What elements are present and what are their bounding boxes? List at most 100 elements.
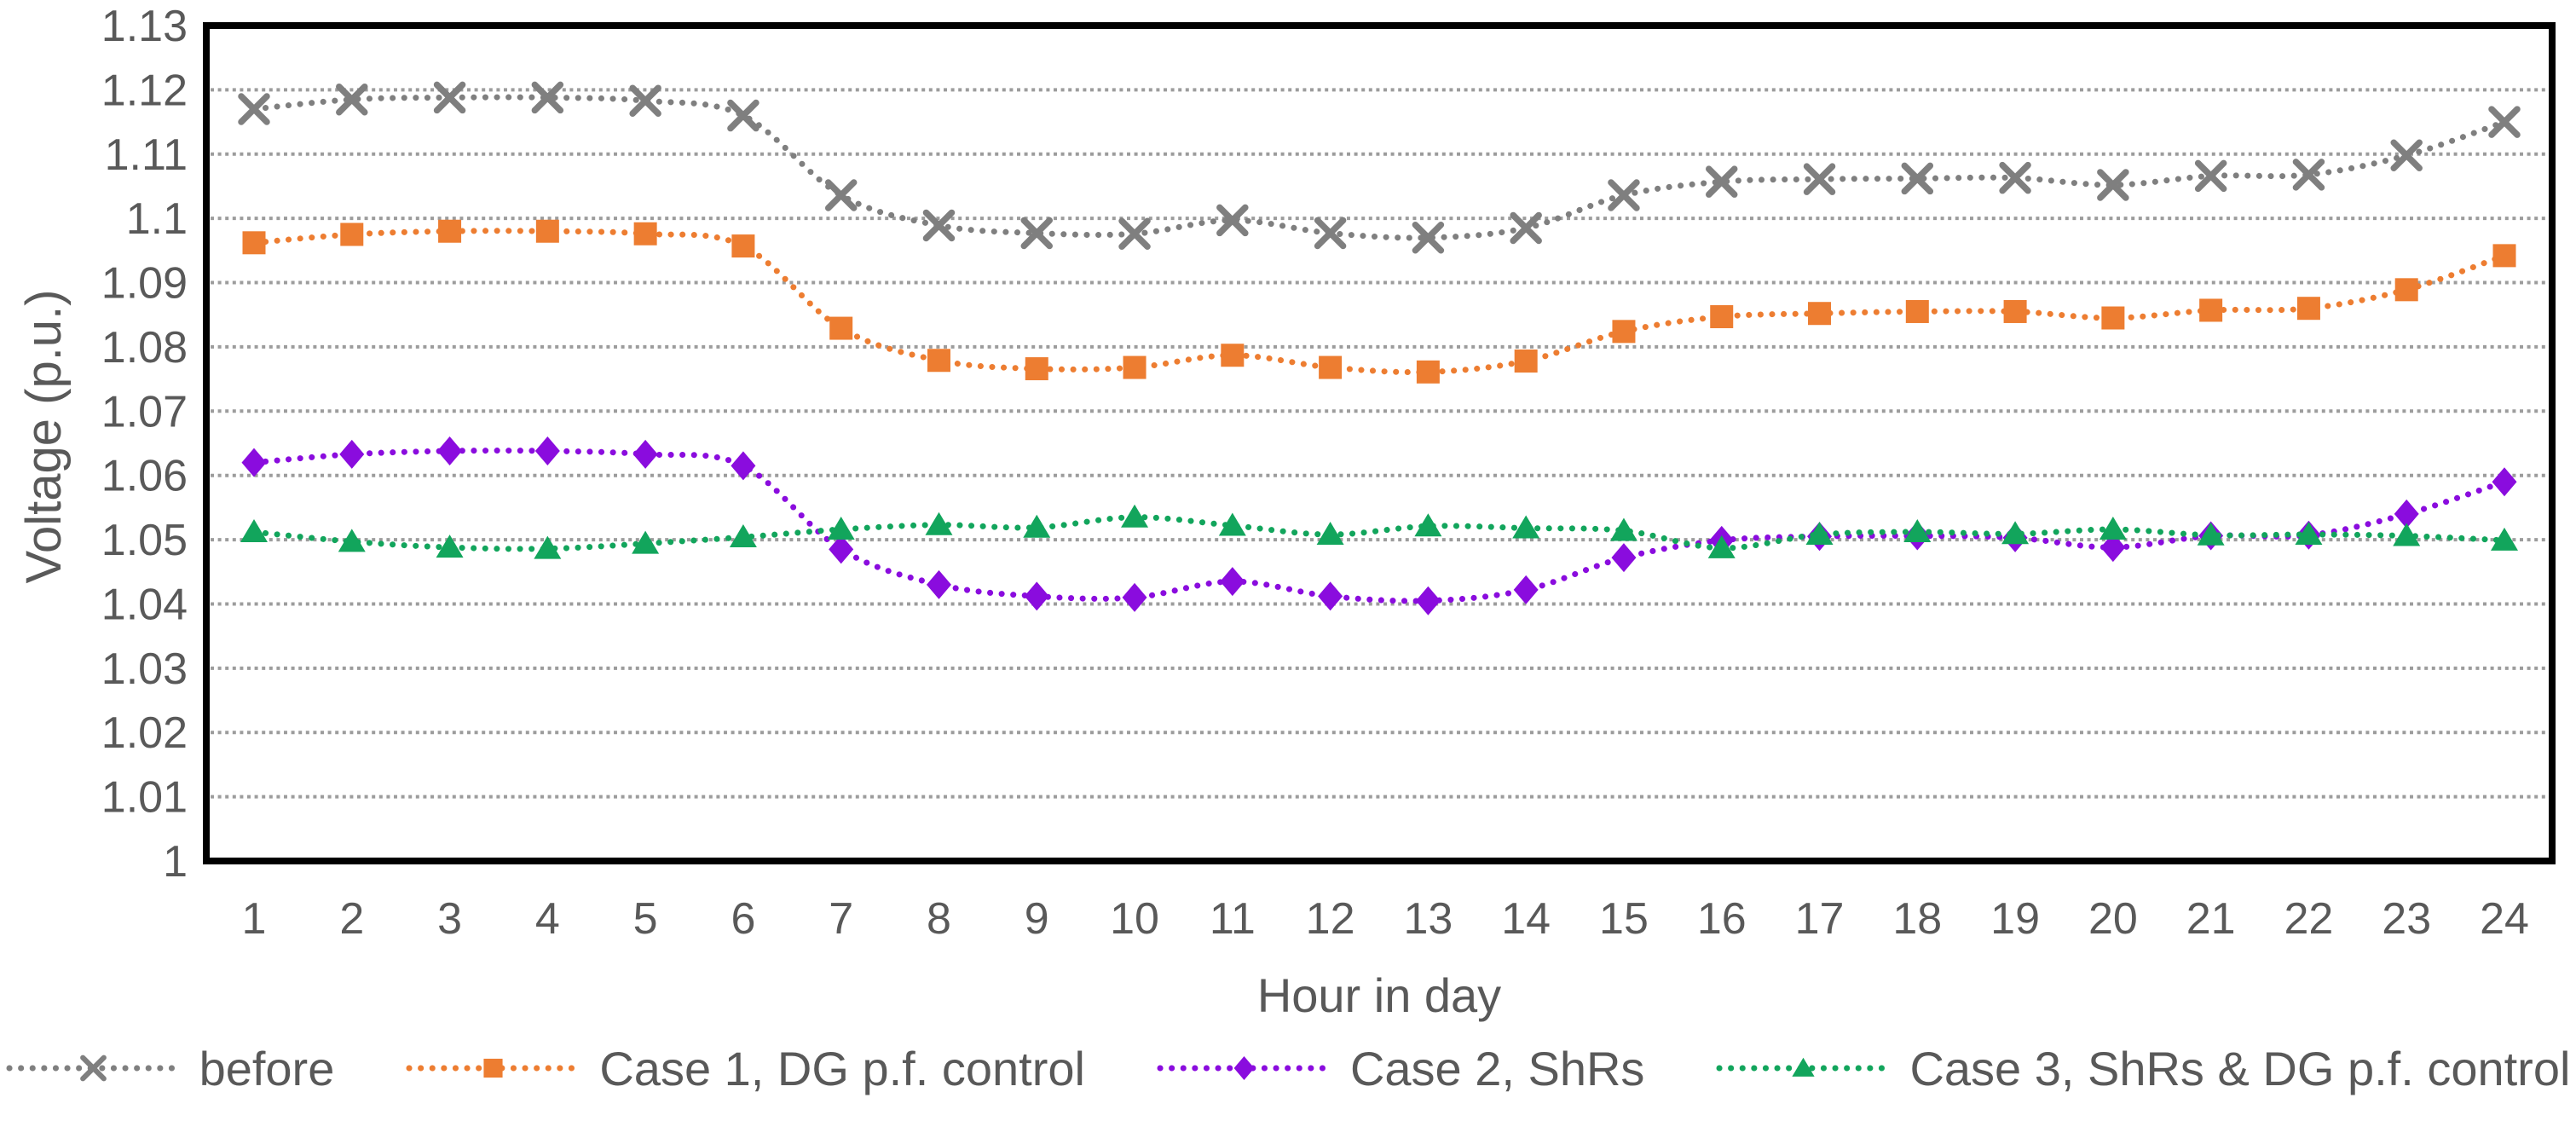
marker-case-3-shrs-dg-p-f-control-h7 <box>827 517 855 540</box>
legend-label-case1: Case 1, DG p.f. control <box>599 1041 1085 1095</box>
marker-case-3-shrs-dg-p-f-control-h15 <box>1609 517 1637 541</box>
marker-before-h1 <box>238 93 270 125</box>
y-tick-label-1.08: 1.08 <box>101 323 188 373</box>
marker-case-3-shrs-dg-p-f-control-h23 <box>2393 523 2421 546</box>
x-tick-label-12: 12 <box>1306 894 1355 944</box>
legend-item-case3: Case 3, ShRs & DG p.f. control <box>1716 1041 2570 1096</box>
marker-case-3-shrs-dg-p-f-control-h14 <box>1512 515 1540 539</box>
marker-before-h22 <box>2292 159 2325 191</box>
marker-before-h12 <box>1314 217 1347 250</box>
y-tick-label-1.04: 1.04 <box>101 580 188 629</box>
marker-before-h4 <box>531 81 564 114</box>
y-tick-label-1.12: 1.12 <box>101 66 188 115</box>
marker-case-1-dg-p-f-control-h14 <box>1514 350 1538 373</box>
x-tick-label-21: 21 <box>2186 894 2236 944</box>
x-tick-label-14: 14 <box>1501 894 1551 944</box>
x-tick-label-13: 13 <box>1403 894 1453 944</box>
marker-before-h21 <box>2194 159 2227 193</box>
x-tick-label-17: 17 <box>1795 894 1845 944</box>
marker-case-2-shrs-h20 <box>2100 533 2126 563</box>
x-tick-label-24: 24 <box>2480 894 2529 944</box>
x-tick-label-10: 10 <box>1110 894 1159 944</box>
marker-case-2-shrs-h23 <box>2394 499 2419 529</box>
marker-before-h20 <box>2097 169 2129 201</box>
marker-case-3-shrs-dg-p-f-control-h5 <box>632 530 660 554</box>
x-axis-title: Hour in day <box>1256 968 1502 1022</box>
legend: before Case 1, DG p.f. control Case 2, S… <box>0 1030 2576 1107</box>
marker-case-1-dg-p-f-control-h13 <box>1416 360 1440 384</box>
marker-case-1-dg-p-f-control-h6 <box>731 234 755 258</box>
marker-case-1-dg-p-f-control-h15 <box>1612 320 1636 344</box>
marker-case-3-shrs-dg-p-f-control-h20 <box>2099 517 2127 540</box>
series-markers-case-2-shrs <box>241 436 2517 615</box>
y-tick-label-1.01: 1.01 <box>101 773 188 823</box>
marker-case-2-shrs-h14 <box>1513 575 1539 604</box>
marker-case-2-shrs-h8 <box>926 569 951 599</box>
x-tick-label-6: 6 <box>731 894 755 944</box>
series-line-case-3-shrs-dg-p-f-control <box>251 514 2508 552</box>
y-tick-label-1.09: 1.09 <box>101 259 188 309</box>
y-tick-label-1.03: 1.03 <box>101 644 188 694</box>
marker-before-h8 <box>922 209 956 242</box>
marker-case-2-shrs-h15 <box>1611 543 1637 573</box>
legend-marker-case3-icon <box>1716 1049 1891 1087</box>
series-markers-case-3-shrs-dg-p-f-control <box>240 504 2518 559</box>
marker-before-h17 <box>1803 163 1836 195</box>
y-tick-label-1.1: 1.1 <box>126 194 188 244</box>
marker-case-1-dg-p-f-control-h24 <box>2492 244 2516 268</box>
series-case-1-dg-p-f-control <box>242 219 2516 384</box>
marker-case-2-shrs-h1 <box>241 448 267 477</box>
legend-glyph-before <box>79 1055 107 1082</box>
x-tick-label-5: 5 <box>633 894 658 944</box>
series-case-2-shrs <box>241 436 2517 615</box>
marker-case-3-shrs-dg-p-f-control-h22 <box>2295 522 2323 546</box>
legend-marker-case2-icon <box>1157 1049 1331 1087</box>
legend-glyph-case-2-shrs <box>1233 1056 1255 1080</box>
y-tick-label-1.13: 1.13 <box>101 2 188 51</box>
marker-case-2-shrs-h9 <box>1024 581 1049 611</box>
y-axis-title: Voltage (p.u.) <box>16 289 72 584</box>
marker-case-1-dg-p-f-control-h17 <box>1808 302 1832 326</box>
legend-label-case3: Case 3, ShRs & DG p.f. control <box>1909 1041 2571 1095</box>
marker-before-h16 <box>1705 165 1738 198</box>
marker-case-2-shrs-h6 <box>731 451 756 481</box>
marker-before-h15 <box>1608 179 1640 211</box>
series-markers-case-1-dg-p-f-control <box>242 219 2516 384</box>
series-line-case-2-shrs <box>251 448 2508 604</box>
y-tick-label-1.05: 1.05 <box>101 516 188 565</box>
marker-case-1-dg-p-f-control-h5 <box>633 222 657 246</box>
x-tick-label-23: 23 <box>2382 894 2431 944</box>
marker-before-h6 <box>727 99 760 132</box>
marker-case-1-dg-p-f-control-h7 <box>829 316 853 340</box>
marker-case-3-shrs-dg-p-f-control-h3 <box>436 534 464 558</box>
legend-glyph-case-1-dg-p-f-control <box>483 1058 503 1078</box>
marker-case-3-shrs-dg-p-f-control-h9 <box>1023 514 1051 538</box>
marker-case-3-shrs-dg-p-f-control-h18 <box>1903 519 1932 543</box>
marker-case-2-shrs-h10 <box>1122 582 1147 612</box>
marker-case-3-shrs-dg-p-f-control-h8 <box>925 511 953 535</box>
y-tick-label-1.02: 1.02 <box>101 708 188 758</box>
plot-border <box>203 22 2556 864</box>
marker-case-1-dg-p-f-control-h8 <box>927 349 950 373</box>
marker-before-h19 <box>1999 161 2031 194</box>
marker-before-h18 <box>1901 162 1934 195</box>
marker-case-1-dg-p-f-control-h16 <box>1710 304 1734 328</box>
x-tick-label-3: 3 <box>437 894 462 944</box>
marker-case-2-shrs-h11 <box>1220 567 1245 597</box>
marker-case-1-dg-p-f-control-h18 <box>1905 299 1929 323</box>
x-axis-tick-labels: 1 2 3 4 5 6 7 8 9 10 11 12 13 14 15 16 17 18 19 20 21 22 23 24 <box>242 894 2529 944</box>
marker-case-1-dg-p-f-control-h11 <box>1221 344 1245 367</box>
marker-case-1-dg-p-f-control-h23 <box>2394 278 2418 302</box>
x-tick-label-4: 4 <box>535 894 560 944</box>
marker-case-1-dg-p-f-control-h3 <box>438 219 462 243</box>
marker-case-3-shrs-dg-p-f-control-h16 <box>1707 534 1736 558</box>
marker-case-1-dg-p-f-control-h12 <box>1319 355 1343 379</box>
marker-case-2-shrs-h24 <box>2492 467 2517 497</box>
x-tick-label-22: 22 <box>2284 894 2334 944</box>
y-tick-label-1.07: 1.07 <box>101 387 188 436</box>
marker-case-3-shrs-dg-p-f-control-h6 <box>729 524 757 548</box>
marker-case-3-shrs-dg-p-f-control-h4 <box>534 535 562 559</box>
legend-item-case2: Case 2, ShRs <box>1157 1041 1644 1096</box>
x-tick-label-20: 20 <box>2088 894 2138 944</box>
